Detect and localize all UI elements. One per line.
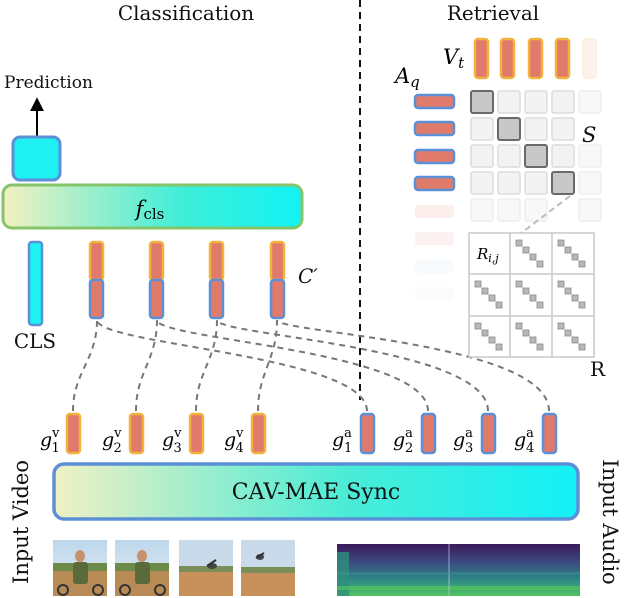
g2a-label: ga 2 — [393, 426, 413, 456]
prediction-label: Prediction — [4, 73, 93, 93]
retrieval-heading: Retrieval — [447, 1, 539, 25]
g3a-main: g — [453, 429, 465, 451]
g2v-main: g — [102, 429, 114, 451]
r-label: R — [590, 357, 606, 381]
video-key-tokens — [473, 37, 597, 80]
similarity-matrix — [470, 90, 602, 222]
input-video-label: Input Video — [9, 460, 33, 584]
g4a-main: g — [514, 429, 526, 451]
aq-label-sub: q — [410, 73, 420, 91]
rij-label-sub: i,j — [488, 252, 499, 265]
g1a-sub: 1 — [344, 441, 352, 456]
g1v-sup: v — [51, 426, 60, 441]
token-connections — [72, 319, 550, 412]
block-matrix-r — [468, 232, 595, 358]
g3v-sup: v — [173, 426, 182, 441]
classification-token-4 — [269, 240, 286, 320]
g3v-sub: 3 — [174, 441, 182, 456]
g4a-label: ga 4 — [514, 426, 534, 456]
video-frame-4 — [241, 540, 295, 596]
g2v-sup: v — [113, 426, 122, 441]
vt-label-sub: t — [458, 54, 465, 72]
video-token-row — [65, 412, 267, 455]
classification-heading: Classification — [118, 1, 254, 25]
cls-token — [27, 240, 44, 327]
g3v-main: g — [162, 429, 174, 451]
aq-label: Aq — [393, 64, 420, 91]
g4v-label: gv 4 — [224, 426, 244, 456]
g2v-label: gv 2 — [102, 426, 122, 456]
g1a-label: ga 1 — [332, 426, 352, 456]
classifier-label: fcls — [134, 197, 165, 223]
g1a-main: g — [332, 429, 344, 451]
audio-token-row — [359, 412, 558, 455]
encoder-block — [52, 462, 580, 521]
g3a-sup: a — [465, 426, 473, 441]
prediction-output-box — [11, 135, 62, 182]
vt-label-main: V — [443, 45, 460, 69]
g1v-main: g — [40, 429, 52, 451]
video-frame-1 — [53, 540, 107, 596]
g2v-sub: 2 — [114, 441, 122, 456]
video-frame-3 — [179, 540, 233, 596]
c-prime-label: C′ — [298, 264, 318, 288]
g3a-label: ga 3 — [453, 426, 473, 456]
g1a-sup: a — [344, 426, 352, 441]
vt-label: Vt — [443, 45, 465, 72]
input-audio-label: Input Audio — [598, 459, 622, 584]
classifier-head — [1, 183, 304, 230]
g2a-main: g — [393, 429, 405, 451]
rij-label-main: R — [476, 245, 488, 263]
g4a-sub: 4 — [526, 441, 534, 456]
classifier-label-main: f — [134, 197, 147, 221]
encoder-label: CAV-MAE Sync — [232, 480, 400, 505]
g4v-main: g — [224, 429, 236, 451]
g4v-sub: 4 — [236, 441, 244, 456]
classification-token-3 — [208, 240, 225, 320]
g4v-sup: v — [235, 426, 244, 441]
zoom-line — [519, 195, 571, 235]
audio-query-tokens — [413, 93, 456, 300]
g1v-label: gv 1 — [40, 426, 60, 456]
g2a-sub: 2 — [405, 441, 413, 456]
classifier-label-sub: cls — [143, 205, 164, 223]
g3v-label: gv 3 — [162, 426, 182, 456]
rij-label: Ri,j — [476, 245, 499, 265]
audio-spectrogram — [337, 544, 580, 596]
cls-label: CLS — [14, 329, 56, 353]
aq-label-main: A — [393, 64, 410, 88]
s-label: S — [582, 123, 596, 147]
g2a-sup: a — [405, 426, 413, 441]
g3a-sub: 3 — [465, 441, 473, 456]
classification-token-1 — [88, 240, 105, 320]
classification-token-2 — [148, 240, 165, 320]
g1v-sub: 1 — [52, 441, 60, 456]
g4a-sup: a — [526, 426, 534, 441]
video-frame-2 — [115, 540, 169, 596]
